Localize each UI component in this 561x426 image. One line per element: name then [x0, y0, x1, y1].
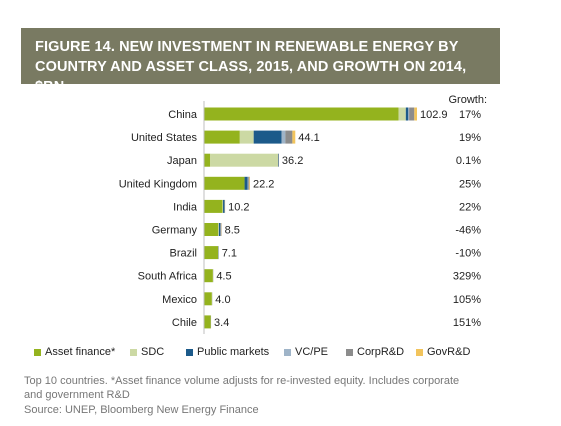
- legend-item: CorpR&D: [346, 346, 404, 358]
- category-label: India: [173, 201, 198, 213]
- growth-value: 105%: [453, 294, 481, 306]
- category-label: Chile: [172, 317, 197, 329]
- bar-segment: [292, 130, 296, 144]
- growth-value: -46%: [455, 225, 481, 237]
- title-banner: FIGURE 14. NEW INVESTMENT IN RENEWABLE E…: [21, 28, 500, 95]
- bar-segment: [281, 130, 286, 144]
- chart-area: Growth: China 102.9 17% United States 44.1 19%…: [119, 94, 487, 334]
- legend-item: Public markets: [186, 346, 269, 358]
- bar-segment: [218, 223, 221, 236]
- bar-segment: [220, 223, 222, 236]
- growth-value: -10%: [455, 248, 481, 260]
- legend-label: VC/PE: [295, 346, 329, 358]
- growth-value: 19%: [459, 132, 481, 144]
- growth-value: 25%: [459, 178, 481, 190]
- bar-segment: [285, 130, 293, 144]
- category-label: United Kingdom: [119, 178, 197, 190]
- data-label: 7.1: [222, 248, 237, 260]
- legend-swatch: [130, 348, 137, 356]
- legend-label: Public markets: [197, 346, 270, 358]
- bar-segment: [204, 130, 240, 144]
- data-label: 3.4: [214, 317, 229, 329]
- bar-segment: [409, 107, 415, 121]
- legend-label: CorpR&D: [357, 346, 405, 358]
- legend-swatch: [346, 348, 353, 356]
- bar-segment: [204, 269, 213, 283]
- data-label: 4.5: [216, 271, 231, 283]
- bar-segment: [414, 107, 418, 121]
- legend: Asset finance* SDC Public markets VC/PE Corp…: [26, 346, 546, 362]
- footnote: Top 10 countries. *Asset finance volume …: [24, 375, 460, 401]
- legend-label: SDC: [141, 346, 165, 358]
- data-label: 36.2: [282, 155, 303, 167]
- source-note: Source: UNEP, Bloomberg New Energy Finan…: [24, 404, 259, 416]
- category-label: United States: [131, 132, 198, 144]
- legend-swatch: [186, 348, 193, 356]
- data-label: 22.2: [253, 178, 274, 190]
- category-label: China: [168, 109, 198, 121]
- data-label: 102.9: [420, 109, 448, 121]
- bar-segment: [398, 107, 406, 121]
- bar-segment: [204, 107, 399, 121]
- legend-item: SDC: [130, 346, 164, 358]
- bar-segment: [247, 176, 249, 190]
- bar-segment: [405, 107, 409, 121]
- bar-segment: [204, 199, 223, 213]
- data-label: 44.1: [298, 132, 319, 144]
- growth-value: 151%: [453, 317, 481, 329]
- legend-swatch: [34, 348, 41, 356]
- legend-label: Asset finance*: [45, 346, 116, 358]
- bar-segment: [218, 223, 219, 236]
- bar-segment: [408, 107, 410, 121]
- bar-segment: [204, 246, 219, 260]
- category-label: Mexico: [162, 294, 197, 306]
- bar-segment: [223, 199, 225, 213]
- bar-segment: [204, 315, 211, 329]
- chart-title: FIGURE 14. NEW INVESTMENT IN RENEWABLE E…: [35, 39, 467, 95]
- bar-segment: [249, 176, 250, 190]
- legend-item: Asset finance*: [34, 346, 115, 358]
- growth-header: Growth:: [448, 94, 487, 106]
- bar-segment: [204, 223, 219, 236]
- category-label: Brazil: [169, 248, 197, 260]
- bar-segment: [204, 153, 211, 167]
- growth-value: 0.1%: [456, 155, 481, 167]
- bar-segment: [244, 176, 248, 190]
- growth-value: 17%: [459, 109, 481, 121]
- bar-segment: [253, 130, 282, 144]
- bar-segment: [239, 130, 254, 144]
- data-label: 4.0: [215, 294, 230, 306]
- bar-segment: [204, 176, 245, 190]
- growth-value: 22%: [459, 201, 481, 213]
- bar-segment: [222, 199, 224, 213]
- category-label: Germany: [152, 225, 198, 237]
- legend-item: VC/PE: [284, 346, 328, 358]
- growth-value: 329%: [453, 271, 481, 283]
- data-label: 8.5: [225, 225, 240, 237]
- category-label: Japan: [167, 155, 197, 167]
- category-label: South Africa: [138, 271, 198, 283]
- bar-segment: [210, 153, 279, 167]
- data-label: 10.2: [228, 201, 249, 213]
- legend-item: GovR&D: [416, 346, 470, 358]
- bar-segment: [248, 176, 250, 190]
- bar-segment: [204, 292, 212, 306]
- legend-label: GovR&D: [427, 346, 471, 358]
- legend-swatch: [416, 348, 423, 356]
- legend-swatch: [284, 348, 291, 356]
